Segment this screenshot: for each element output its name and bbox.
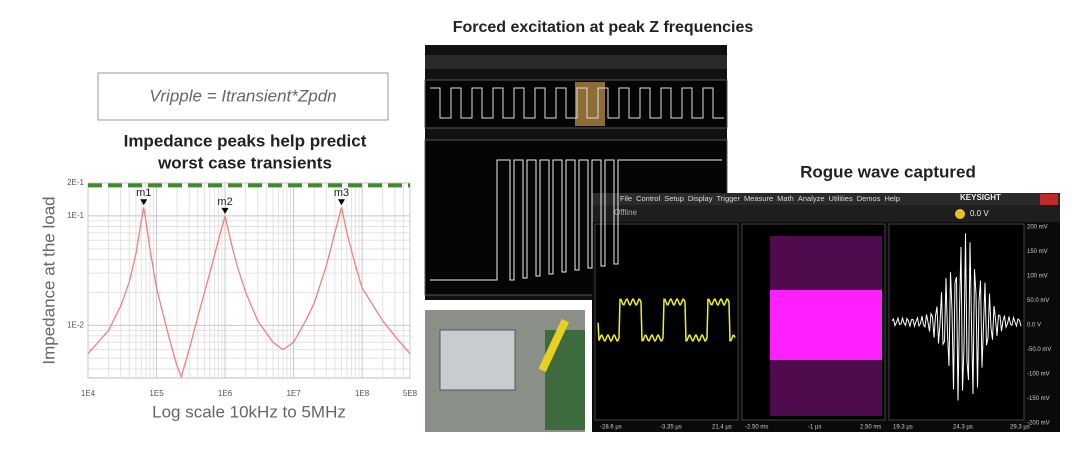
voltage: 0.0 V — [970, 209, 989, 218]
x-tick-label: 5E8 — [403, 389, 418, 398]
scope-y-tick: 100 mV — [1027, 274, 1048, 280]
scope-x-tick: 21.4 µs — [712, 425, 732, 431]
x-tick-label: 1E5 — [149, 389, 164, 398]
scope-toolbar — [425, 55, 727, 69]
scope-x-tick: -28.6 µs — [600, 425, 622, 431]
menu-item[interactable]: Display — [688, 194, 713, 203]
x-tick-label: 1E7 — [286, 389, 301, 398]
menu-item[interactable]: Demos — [857, 194, 881, 203]
menu-item[interactable]: Trigger — [716, 194, 740, 203]
scope-x-tick: -2.50 ms — [745, 425, 768, 431]
rogue-toolbar — [592, 205, 1060, 222]
panel — [888, 223, 1025, 421]
scope-x-tick: 24.3 µs — [953, 425, 973, 431]
scope-y-tick: -150 mV — [1027, 396, 1050, 402]
subtitle: worst case transients — [157, 153, 332, 172]
scope-title: Forced excitation at peak Z frequencies — [453, 19, 754, 36]
rogue-title: Rogue wave captured — [800, 162, 976, 181]
scope-y-tick: -200 mV — [1027, 421, 1050, 427]
y-tick-label: 2E-1 — [67, 178, 84, 187]
scope-x-tick: 19.3 µs — [893, 425, 913, 431]
x-axis-label: Log scale 10kHz to 5MHz — [152, 402, 346, 421]
marker — [337, 199, 345, 206]
photo-cable — [538, 318, 570, 373]
scope-y-tick: 0.0 V — [1027, 323, 1041, 329]
main-trace — [430, 159, 722, 281]
subtitle: Impedance peaks help predict — [124, 131, 367, 150]
menu-item[interactable]: Math — [777, 194, 794, 203]
marker-label: m1 — [136, 187, 151, 199]
photo-probe — [439, 329, 516, 391]
scope-x-tick: -1 µs — [808, 425, 821, 431]
x-tick-label: 1E4 — [81, 389, 96, 398]
magenta-trace — [770, 290, 882, 360]
overview-trace — [430, 87, 724, 119]
x-tick-label: 1E8 — [355, 389, 370, 398]
trigger-icon[interactable] — [955, 209, 965, 219]
marker — [221, 207, 229, 214]
status: Offline — [614, 208, 638, 217]
scope-y-tick: -100 mV — [1027, 372, 1050, 378]
menu-item[interactable]: Utilities — [829, 194, 853, 203]
scope-x-tick: -3.35 µs — [660, 425, 682, 431]
brand: KEYSIGHT — [960, 193, 1001, 202]
menu-item[interactable]: Measure — [744, 194, 773, 203]
marker-label: m3 — [334, 187, 349, 199]
rogue-menubar — [592, 193, 1060, 205]
zoom-region — [575, 82, 605, 126]
menu-item[interactable]: File — [620, 194, 632, 203]
yellow-trace — [597, 297, 736, 343]
equation: Vripple = Itransient*Zpdn — [149, 86, 336, 105]
menu-item[interactable]: Control — [636, 194, 661, 203]
y-tick-label: 1E-2 — [67, 320, 84, 329]
scope-x-tick: 29.3 µs — [1010, 425, 1030, 431]
y-tick-label: 1E-1 — [67, 211, 84, 220]
marker-label: m2 — [217, 196, 232, 208]
menu-item[interactable]: Setup — [664, 194, 684, 203]
menu-item[interactable]: Analyze — [798, 194, 825, 203]
white-trace — [891, 233, 1022, 401]
scope-x-tick: 2.50 ms — [860, 425, 881, 431]
close-button[interactable] — [1040, 194, 1058, 205]
scope-y-tick: 150 mV — [1027, 249, 1048, 255]
scope-y-tick: 200 mV — [1027, 225, 1048, 231]
scope-y-tick: 50.0 mV — [1027, 298, 1049, 304]
panel — [594, 223, 739, 421]
x-tick-label: 1E6 — [218, 389, 233, 398]
scope-y-tick: -50.0 mV — [1027, 347, 1051, 353]
equation-box — [97, 72, 389, 121]
impedance-line — [87, 207, 411, 379]
y-axis-label: Impedance at the load — [39, 196, 58, 364]
marker — [140, 199, 148, 206]
menu-item[interactable]: Help — [884, 194, 899, 203]
